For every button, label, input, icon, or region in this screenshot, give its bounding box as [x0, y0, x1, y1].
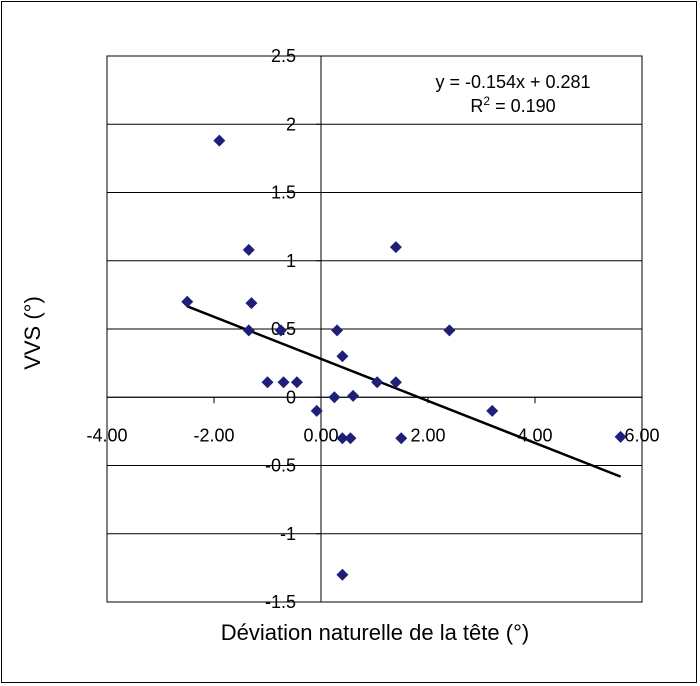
data-point: [347, 389, 360, 402]
x-tick-label: 6.00: [624, 425, 659, 445]
y-tick-label: -1: [280, 524, 296, 544]
r-squared-label: R2 = 0.190: [470, 94, 555, 116]
data-point: [242, 243, 255, 256]
y-tick-label: 1: [286, 251, 296, 271]
data-point: [486, 404, 499, 417]
x-tick-label: -2.00: [193, 425, 234, 445]
data-point: [336, 432, 349, 445]
y-tick-label: 0: [286, 387, 296, 407]
data-point: [614, 430, 627, 443]
data-point: [274, 324, 287, 337]
data-point: [181, 295, 194, 308]
axes: [106, 55, 643, 603]
data-point: [371, 376, 384, 389]
x-axis-title: Déviation naturelle de la tête (°): [221, 620, 529, 645]
data-point: [389, 376, 402, 389]
data-point: [336, 350, 349, 363]
data-point: [261, 376, 274, 389]
data-points: [181, 134, 627, 581]
r-squared-superscript: 2: [483, 94, 490, 108]
gridlines: [107, 55, 642, 603]
data-point: [245, 297, 258, 310]
y-tick-label: 2: [286, 114, 296, 134]
y-axis-title: VVS (°): [20, 296, 45, 370]
data-point: [344, 432, 357, 445]
trendline: [186, 305, 622, 478]
y-tick-label: 1.5: [271, 183, 296, 203]
data-point: [277, 376, 290, 389]
x-tick-label: -4.00: [86, 425, 127, 445]
y-tick-label: -1.5: [265, 592, 296, 612]
data-point: [443, 324, 456, 337]
trendline-equation: y = -0.154x + 0.281: [435, 72, 590, 92]
y-tick-labels: 2.521.510.50-0.5-1-1.5: [265, 46, 296, 612]
x-tick-label: 0.00: [303, 425, 338, 445]
data-point: [310, 404, 323, 417]
y-tick-label: 2.5: [271, 46, 296, 66]
data-point: [213, 134, 226, 147]
data-point: [395, 432, 408, 445]
x-tick-label: 2.00: [410, 425, 445, 445]
r-squared-r: R: [470, 96, 483, 116]
data-point: [242, 324, 255, 337]
y-tick-label: -0.5: [265, 456, 296, 476]
r-squared-value: = 0.190: [490, 96, 556, 116]
data-point: [336, 568, 349, 581]
x-tick-labels: -4.00 -2.00 0.00 2.00 4.00 6.00: [86, 425, 659, 445]
data-point: [331, 324, 344, 337]
data-point: [389, 241, 402, 254]
data-point: [290, 376, 303, 389]
data-point: [328, 391, 341, 404]
